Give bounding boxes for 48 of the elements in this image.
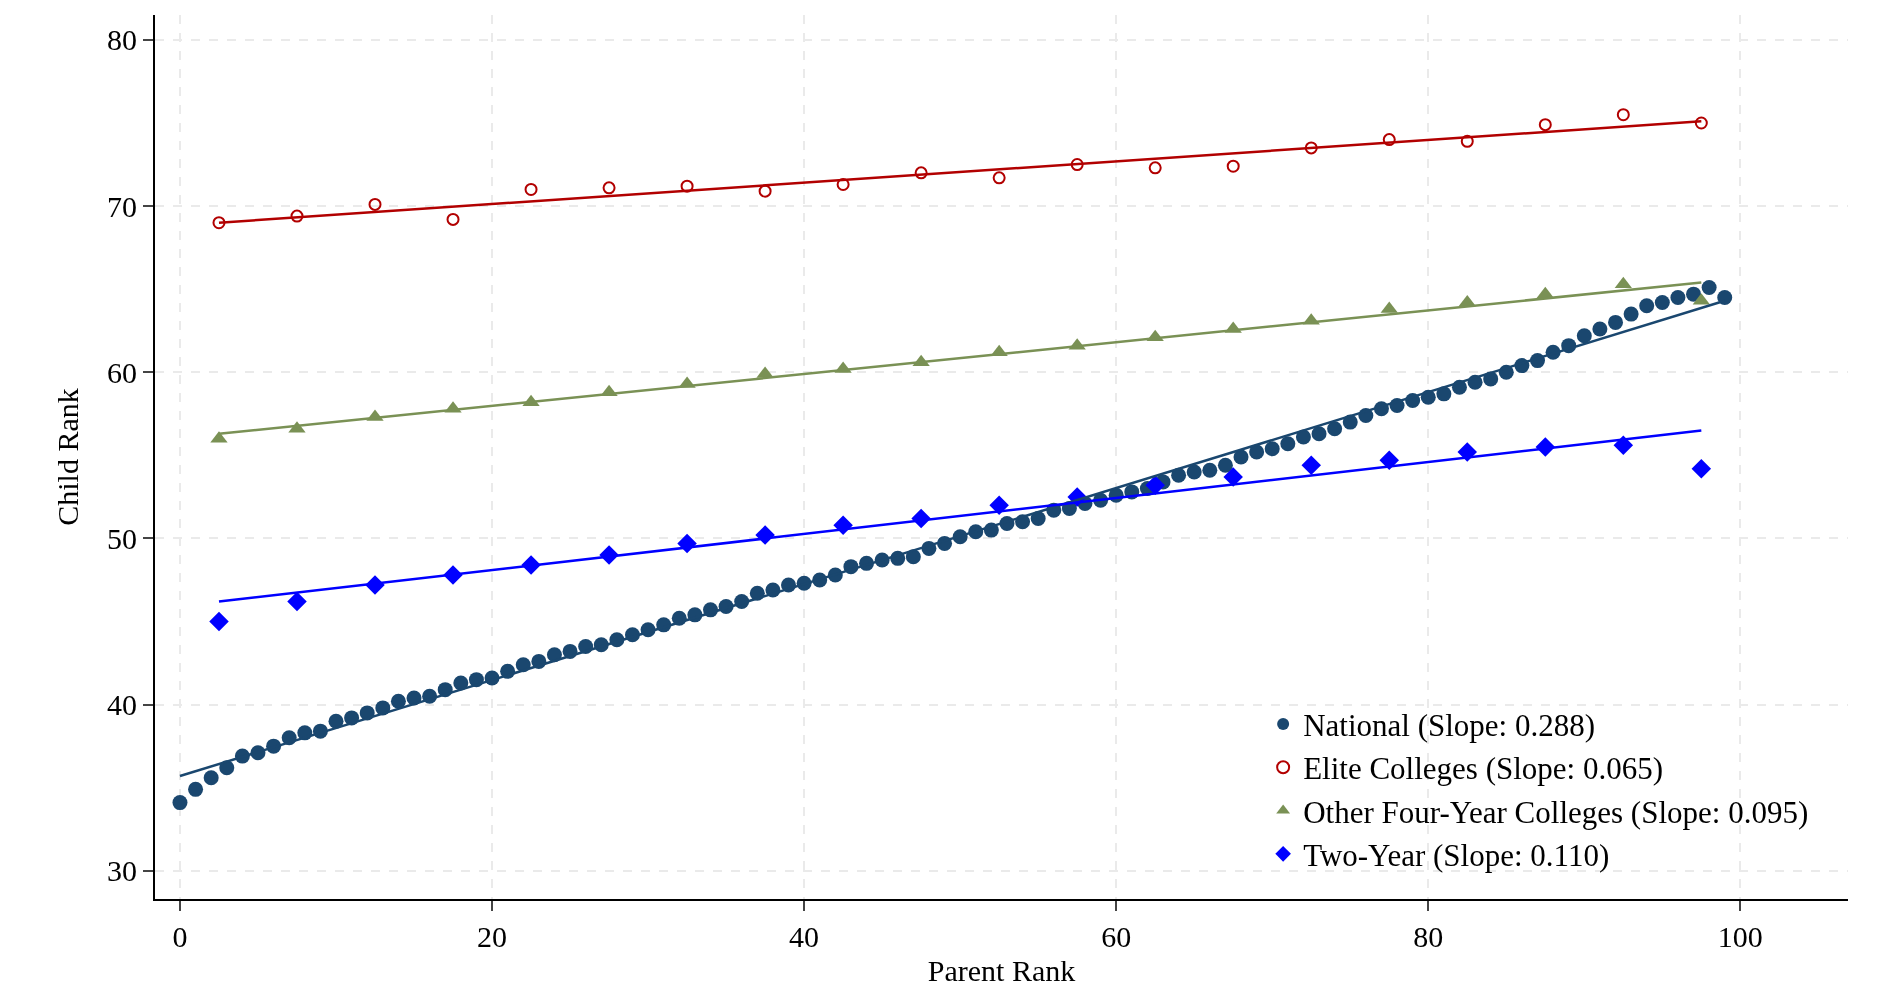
point	[1379, 450, 1399, 471]
x-tick-label: 20	[477, 920, 508, 953]
y-tick-label: 70	[107, 189, 137, 223]
point	[914, 166, 928, 180]
point	[1538, 118, 1552, 132]
x-axis-title: Parent Rank	[927, 954, 1076, 987]
point	[209, 611, 229, 632]
x-tick-label: 40	[789, 920, 820, 953]
x-tick-label: 60	[1101, 920, 1132, 953]
x-tick-label: 0	[172, 920, 188, 953]
point	[1694, 116, 1708, 130]
y-tick-label: 80	[107, 23, 137, 57]
point	[1382, 133, 1396, 147]
legend-label: National (Slope: 0.288)	[1303, 708, 1596, 744]
point	[1460, 134, 1474, 148]
legend-label: Two-Year (Slope: 0.110)	[1303, 837, 1610, 873]
point	[836, 177, 850, 191]
point	[368, 197, 382, 211]
point	[1301, 455, 1321, 476]
point	[1304, 141, 1318, 155]
point	[446, 212, 460, 226]
y-tick-label: 30	[107, 854, 137, 888]
point	[1691, 458, 1712, 479]
legend-label: Elite Colleges (Slope: 0.065)	[1303, 751, 1664, 787]
y-axis-title: Child Rank	[50, 388, 84, 526]
point	[677, 533, 697, 554]
x-tick-label: 100	[1717, 920, 1763, 953]
point	[524, 182, 538, 196]
point	[602, 181, 616, 195]
point	[290, 209, 304, 223]
y-tick-label: 60	[107, 355, 137, 389]
point	[1145, 475, 1165, 495]
point	[758, 184, 772, 198]
point	[1457, 442, 1478, 462]
point	[212, 216, 226, 230]
point	[992, 171, 1006, 185]
point	[287, 591, 307, 612]
point	[1616, 108, 1630, 122]
point	[1148, 161, 1162, 175]
point	[1070, 158, 1084, 172]
point	[1223, 467, 1243, 487]
point	[989, 495, 1009, 515]
y-tick-label: 50	[107, 521, 137, 555]
point	[680, 179, 694, 193]
legend-label: Other Four-Year Colleges (Slope: 0.095)	[1303, 794, 1809, 830]
x-tick-label: 80	[1413, 920, 1444, 953]
point	[1226, 159, 1240, 173]
y-tick-label: 40	[107, 688, 137, 722]
